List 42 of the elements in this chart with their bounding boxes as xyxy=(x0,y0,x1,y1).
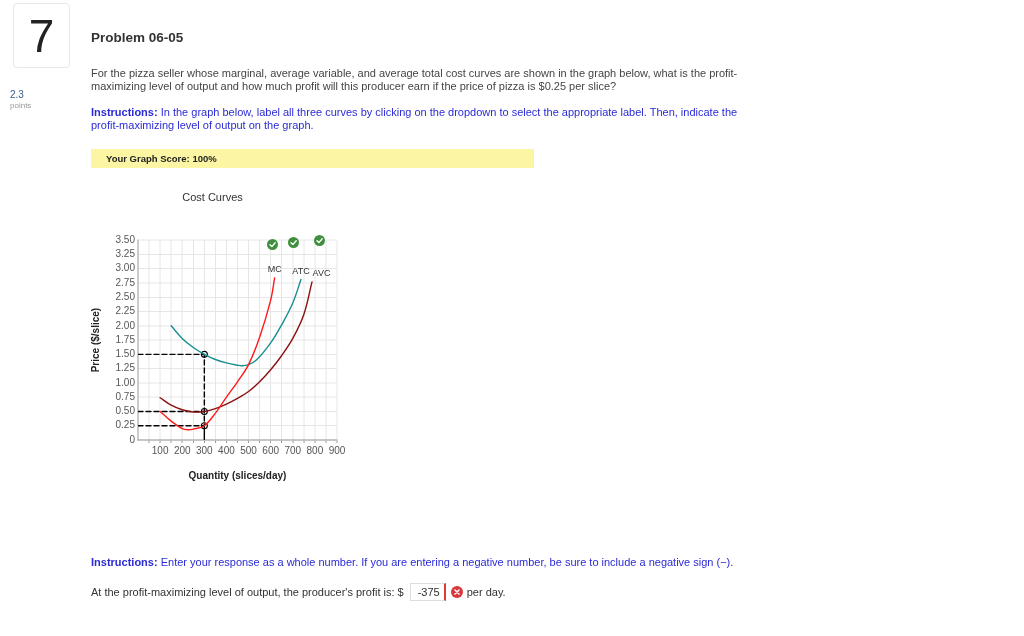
x-tick-label: 200 xyxy=(173,444,191,456)
y-tick-label: 3.25 xyxy=(115,248,136,260)
y-tick-label: 0.50 xyxy=(115,405,136,417)
y-tick-label: 0.75 xyxy=(115,390,136,402)
question-number-box: 7 xyxy=(13,3,70,68)
series-label: MC xyxy=(267,263,283,274)
text: At the profit-maximizing level of output, the producer's profit is: $ xyxy=(91,585,404,598)
y-tick-label: 3.00 xyxy=(115,262,136,274)
y-tick-label: 2.00 xyxy=(115,319,136,331)
x-tick-label: 600 xyxy=(262,444,280,456)
text: per day. xyxy=(466,585,506,598)
x-axis-title: Quantity (slices/day) xyxy=(188,469,287,481)
y-tick-label: 0.25 xyxy=(115,419,136,431)
answer-field: -375 xyxy=(409,582,446,601)
x-tick-label: 400 xyxy=(218,444,236,456)
text: points xyxy=(10,101,32,110)
text: Problem 06-05 xyxy=(91,30,184,45)
score-banner: Your Graph Score: 100% xyxy=(91,149,534,168)
y-tick-label: 2.25 xyxy=(115,305,136,317)
y-tick-label: 3.50 xyxy=(115,233,136,245)
x-tick-label: 300 xyxy=(195,444,214,456)
y-tick-label: 2.50 xyxy=(115,291,136,303)
x-tick-label: 500 xyxy=(240,444,258,456)
y-tick-label: 1.00 xyxy=(115,376,136,388)
x-tick-label: 800 xyxy=(306,444,324,456)
x-tick-label: 900 xyxy=(328,444,346,456)
text: 2.3 xyxy=(10,89,24,100)
y-tick-label: 0 xyxy=(129,433,136,445)
y-tick-label: 1.75 xyxy=(115,333,136,345)
series-label: AVC xyxy=(312,267,331,278)
y-axis-title: Price ($/slice) xyxy=(89,307,101,373)
series-label: ATC xyxy=(292,265,311,276)
text: Enter your response as a whole number. If you are entering a negative number, be sure to include a negative sign (−). xyxy=(160,556,734,568)
y-tick-label: 2.75 xyxy=(115,276,136,288)
y-tick-label: 1.25 xyxy=(115,362,136,374)
text: Instructions: xyxy=(91,556,158,568)
chart-title: Cost Curves xyxy=(182,190,244,203)
text: For the pizza seller whose marginal, average variable, and average total cost curves are shown in the graph below, what is the profit-maximizing level of output and how much profit will this producer earn if the price of pizza is $0.25 per slice? xyxy=(91,67,739,93)
y-tick-label: 1.50 xyxy=(115,348,136,360)
x-tick-label: 700 xyxy=(284,444,302,456)
x-tick-label: 100 xyxy=(151,444,169,456)
text: Instructions: xyxy=(91,106,158,118)
